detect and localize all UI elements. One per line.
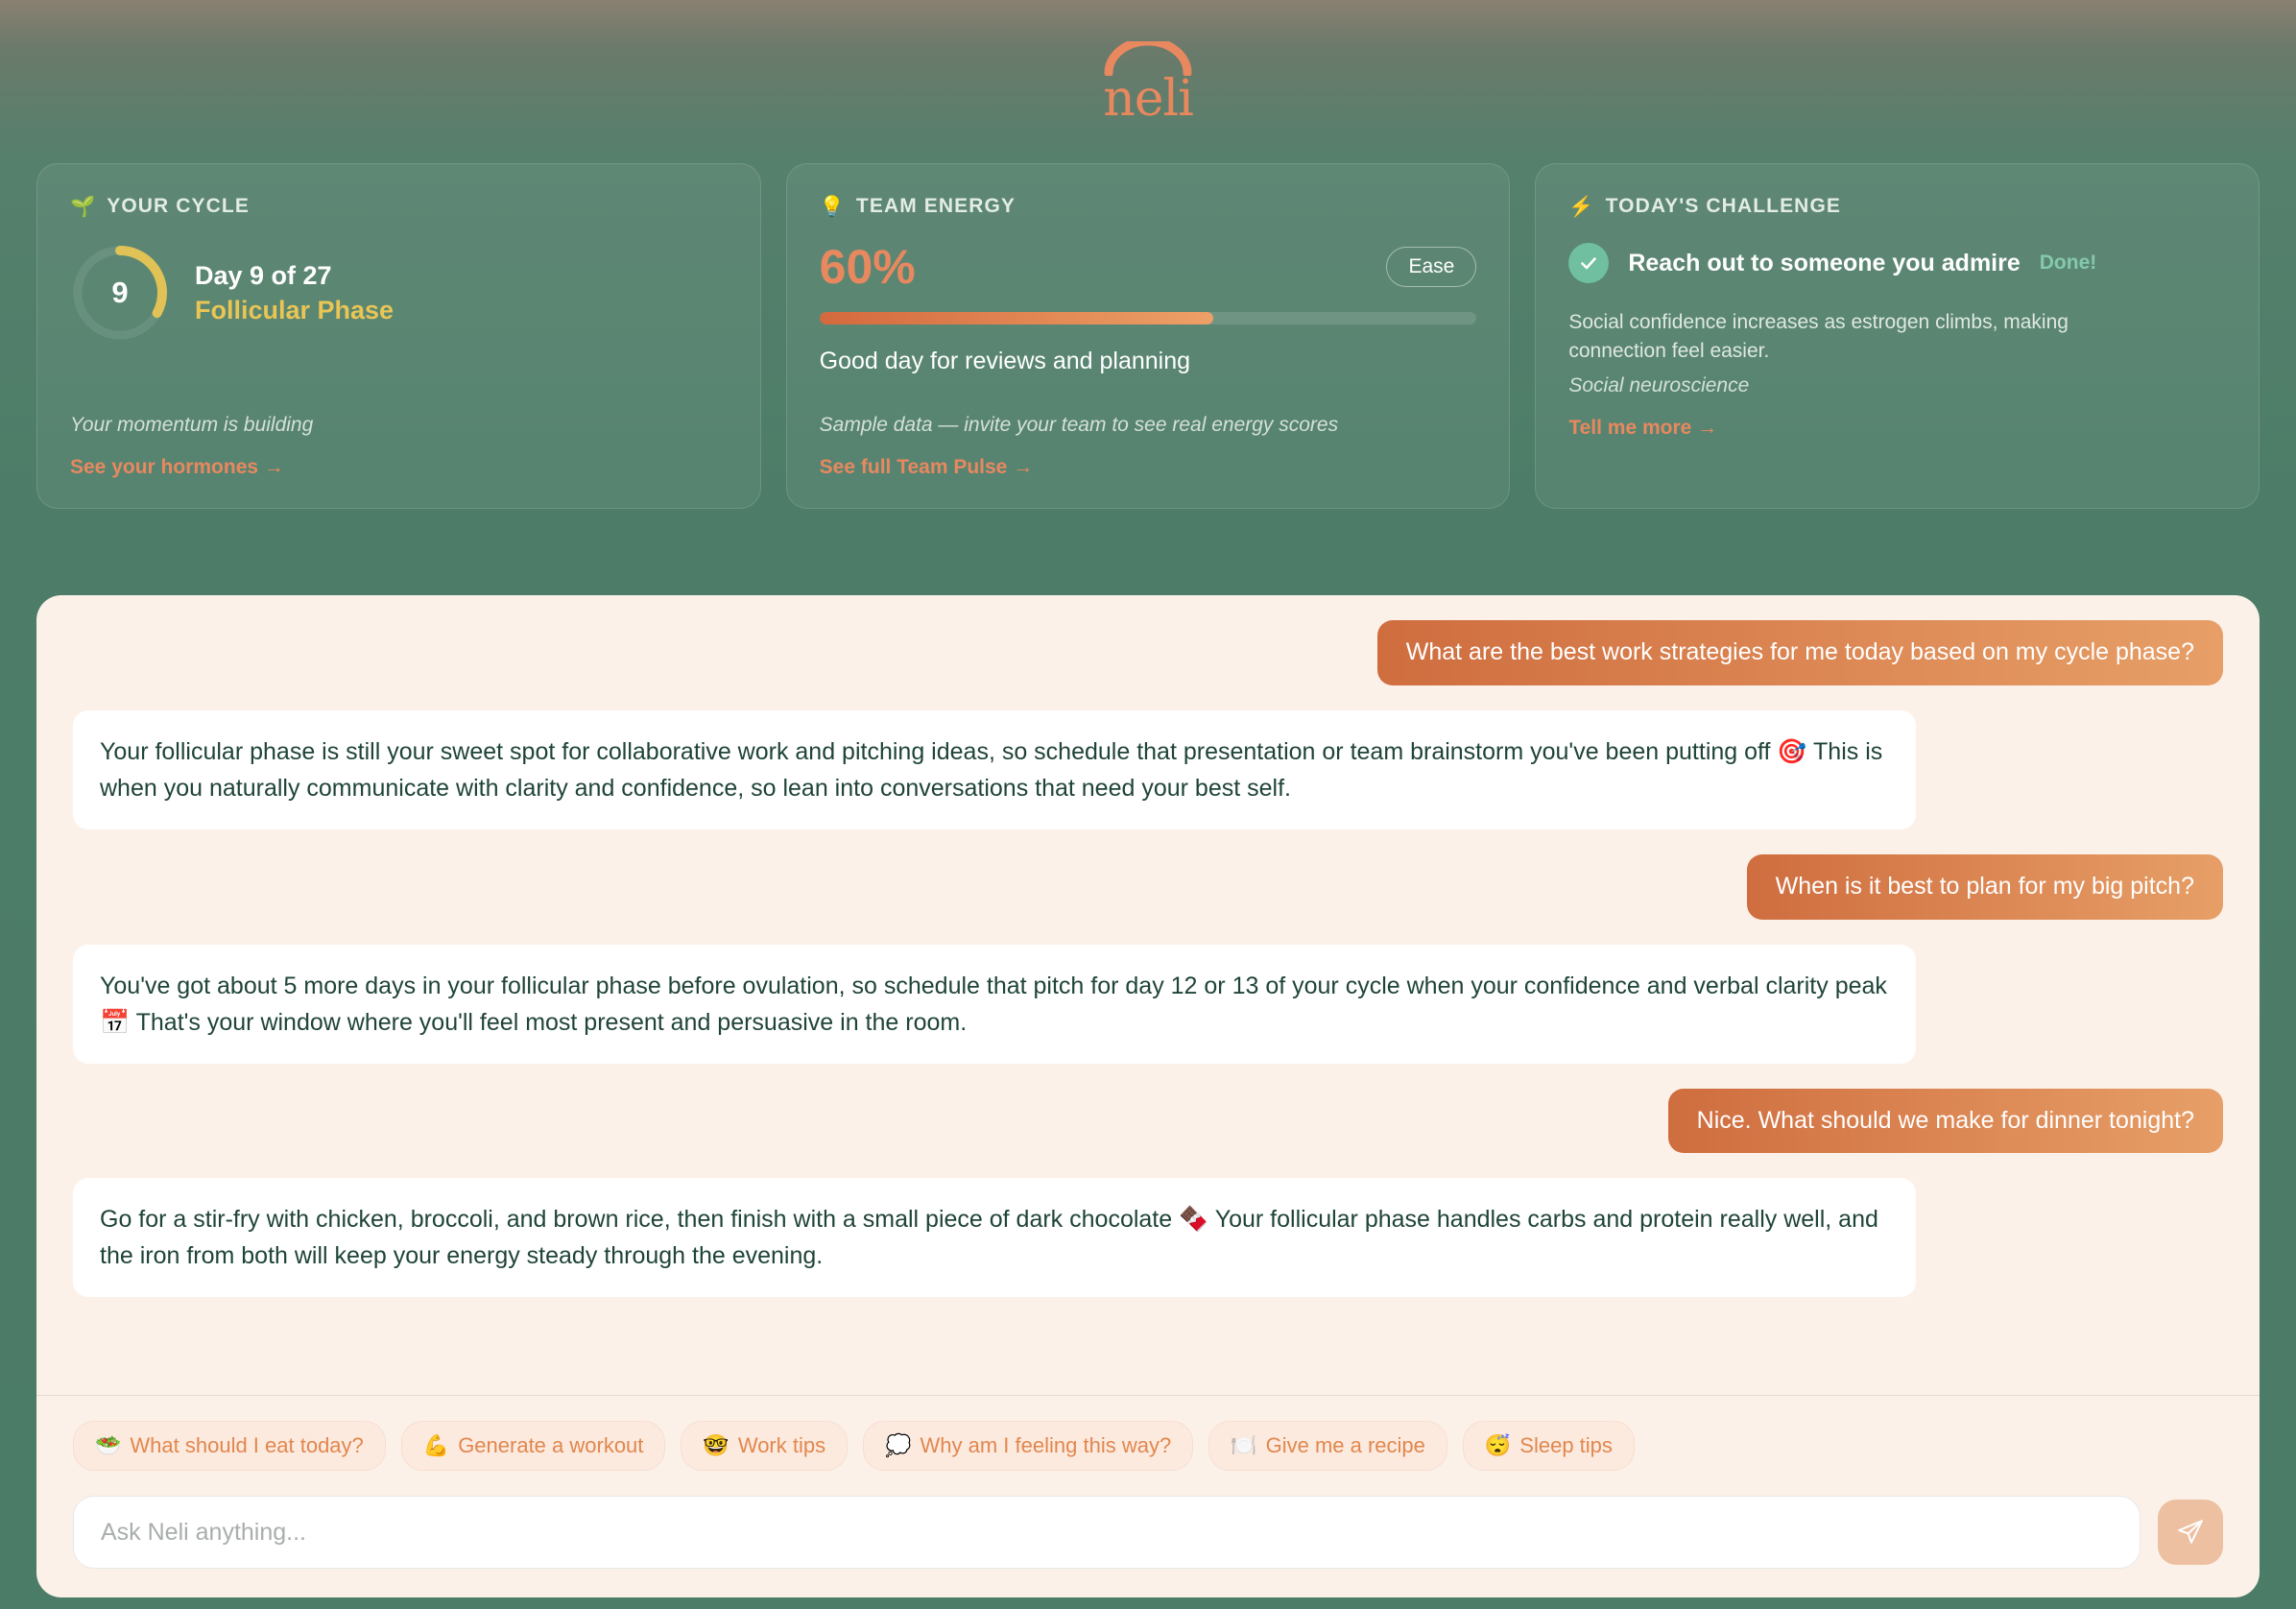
cycle-day-label: Day 9 of 27 (195, 260, 332, 290)
suggestion-chip-label: What should I eat today? (130, 1433, 364, 1457)
cycle-progress-ring: 9 (70, 243, 170, 343)
suggestion-chip-label: Work tips (737, 1433, 826, 1457)
summary-cards: 🌱 YOUR CYCLE 9 Day 9 of 27 Follicular Ph… (0, 163, 2296, 509)
card-team-energy-title: TEAM ENERGY (855, 195, 1016, 217)
sleeping-face-icon: 😴 (1484, 1433, 1512, 1457)
challenge-task-row[interactable]: Reach out to someone you admire Done! (1568, 243, 2226, 283)
neli-logo[interactable]: neli (1062, 36, 1234, 129)
card-your-cycle-header: 🌱 YOUR CYCLE (70, 195, 728, 218)
chat-message-list: What are the best work strategies for me… (36, 595, 2260, 1395)
energy-note: Sample data — invite your team to see re… (819, 414, 1339, 436)
suggestion-chip[interactable]: 🍽️ Give me a recipe (1208, 1421, 1447, 1471)
seedling-icon: 🌱 (70, 195, 97, 218)
energy-subtitle: Good day for reviews and planning (819, 348, 1191, 374)
user-message-bubble: Nice. What should we make for dinner ton… (1667, 1088, 2223, 1154)
assistant-message: You've got about 5 more days in your fol… (73, 944, 2223, 1064)
suggestion-chip-row: 🥗 What should I eat today? 💪 Generate a wor… (73, 1421, 2223, 1471)
challenge-task-label: Reach out to someone you admire (1628, 249, 2021, 276)
assistant-message-bubble: Go for a stir-fry with chicken, broccoli… (73, 1178, 1916, 1298)
energy-progress-fill (819, 312, 1214, 324)
challenge-body-text: Social confidence increases as estrogen … (1568, 311, 2069, 363)
cycle-note: Your momentum is building (70, 414, 314, 436)
challenge-source: Social neuroscience (1568, 373, 1750, 396)
energy-progress-track (819, 312, 1477, 324)
card-todays-challenge-title: TODAY'S CHALLENGE (1605, 195, 1841, 217)
chat-composer: 🥗 What should I eat today? 💪 Generate a wor… (36, 1395, 2260, 1597)
assistant-message-bubble: You've got about 5 more days in your fol… (73, 944, 1916, 1064)
suggestion-chip[interactable]: 🥗 What should I eat today? (73, 1421, 386, 1471)
card-team-energy-header: 💡 TEAM ENERGY (820, 195, 1477, 218)
chat-input[interactable] (73, 1496, 2141, 1569)
suggestion-chip[interactable]: 💪 Generate a workout (400, 1421, 666, 1471)
card-todays-challenge-header: ⚡ TODAY'S CHALLENGE (1568, 195, 2226, 218)
user-message: Nice. What should we make for dinner ton… (73, 1088, 2223, 1154)
user-message-bubble: When is it best to plan for my big pitch… (1746, 853, 2223, 920)
send-paper-plane-icon (2176, 1518, 2205, 1547)
suggestion-chip-label: Give me a recipe (1265, 1433, 1425, 1457)
user-message: What are the best work strategies for me… (73, 620, 2223, 685)
chat-panel: What are the best work strategies for me… (36, 595, 2260, 1597)
salad-icon: 🥗 (95, 1433, 122, 1457)
assistant-message: Your follicular phase is still your swee… (73, 709, 2223, 829)
logo-wordmark: neli (1103, 70, 1194, 129)
suggestion-chip-label: Why am I feeling this way? (920, 1433, 1172, 1457)
suggestion-chip[interactable]: 🤓 Work tips (681, 1421, 849, 1471)
card-team-energy[interactable]: 💡 TEAM ENERGY 60% Ease Good day for revi… (785, 163, 1511, 509)
cycle-day-number: 9 (111, 276, 129, 309)
suggestion-chip-label: Generate a workout (458, 1433, 644, 1457)
user-message: When is it best to plan for my big pitch… (73, 853, 2223, 920)
card-your-cycle-title: YOUR CYCLE (107, 195, 250, 217)
lightning-icon: ⚡ (1568, 195, 1595, 218)
assistant-message-bubble: Your follicular phase is still your swee… (73, 709, 1916, 829)
card-your-cycle[interactable]: 🌱 YOUR CYCLE 9 Day 9 of 27 Follicular Ph… (36, 163, 761, 509)
app-header: neli (0, 0, 2296, 163)
flexed-biceps-icon: 💪 (422, 1433, 450, 1457)
card-todays-challenge[interactable]: ⚡ TODAY'S CHALLENGE Reach out to someone… (1535, 163, 2260, 509)
suggestion-chip[interactable]: 💭 Why am I feeling this way? (863, 1421, 1194, 1471)
thought-balloon-icon: 💭 (885, 1433, 912, 1457)
energy-top-row: 60% Ease (820, 243, 1477, 291)
check-icon[interactable] (1568, 243, 1610, 283)
plate-icon: 🍽️ (1231, 1433, 1257, 1457)
cycle-summary: 9 Day 9 of 27 Follicular Phase (70, 243, 728, 343)
cycle-phase-label: Follicular Phase (195, 296, 395, 324)
send-button[interactable] (2158, 1500, 2223, 1565)
cycle-text: Day 9 of 27 Follicular Phase (195, 258, 394, 328)
nerd-face-icon: 🤓 (703, 1433, 729, 1457)
chat-input-row (73, 1496, 2223, 1569)
see-your-hormones-link[interactable]: See your hormones → (70, 456, 284, 478)
suggestion-chip[interactable]: 😴 Sleep tips (1462, 1421, 1635, 1471)
lightbulb-icon: 💡 (819, 195, 846, 218)
arc-icon (1104, 36, 1192, 81)
assistant-message: Go for a stir-fry with chicken, broccoli… (73, 1178, 2223, 1298)
tell-me-more-link[interactable]: Tell me more → (1568, 416, 1718, 439)
challenge-status-badge: Done! (2039, 252, 2097, 274)
user-message-bubble: What are the best work strategies for me… (1376, 620, 2223, 685)
energy-percent: 60% (819, 240, 916, 294)
suggestion-chip-label: Sleep tips (1519, 1433, 1613, 1457)
energy-mode-badge: Ease (1386, 247, 1477, 287)
see-team-pulse-link[interactable]: See full Team Pulse → (819, 456, 1034, 478)
